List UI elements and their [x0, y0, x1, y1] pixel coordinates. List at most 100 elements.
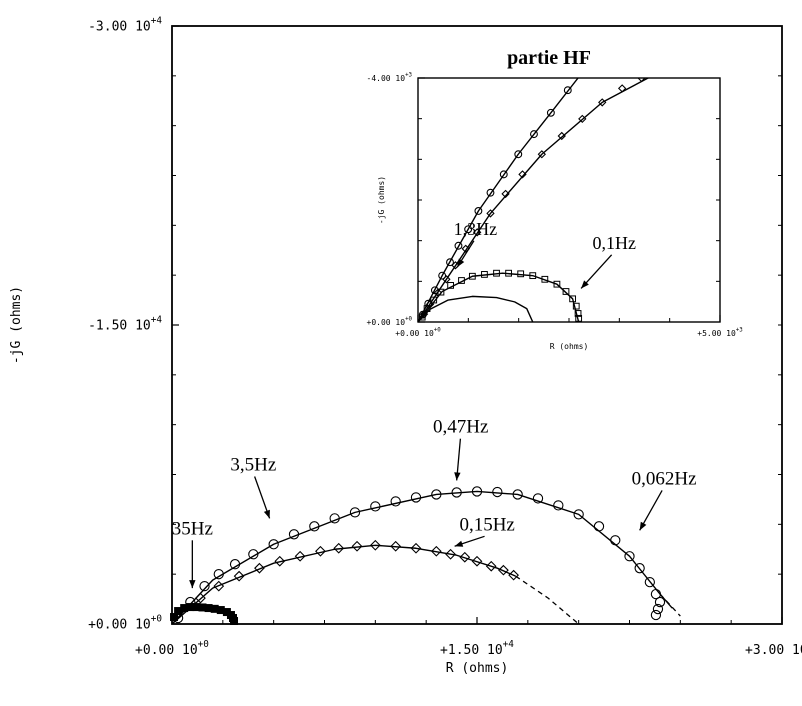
main-y-tick-label: +0.00 10+0: [88, 613, 162, 632]
main-series-0-point: [288, 529, 300, 540]
inset-series-2-point: [562, 288, 570, 295]
inset-series-2-point: [505, 269, 512, 277]
main-annotation-arrow-icon: [454, 438, 462, 481]
main-annotation-arrow-icon: [639, 490, 663, 531]
main-series-1-point: [195, 592, 206, 604]
inset-annotation-arrow-icon: [580, 254, 613, 289]
main-series-0-point: [309, 521, 320, 532]
main-hf-cluster-point: [230, 617, 239, 626]
inset-series-0-point: [486, 188, 495, 197]
main-series-0-point: [410, 492, 422, 503]
main-hf-cluster-point: [192, 603, 201, 612]
main-x-tick-label: +3.00 10+4: [745, 639, 802, 658]
inset-annotation-label: 1,3Hz: [454, 219, 498, 239]
main-series-0-point: [390, 496, 401, 507]
main-hf-cluster-point: [210, 604, 219, 613]
main-series-1-point: [445, 548, 456, 560]
inset-x-tick-label: +0.00 10+0: [395, 328, 441, 338]
inset-x-axis-label: R (ohms): [550, 342, 589, 351]
inset-series-0-point: [563, 86, 572, 95]
main-hf-cluster-point: [216, 606, 225, 615]
main-y-tick-label: -3.00 10+4: [88, 15, 162, 34]
inset-series-2-point: [569, 295, 577, 303]
main-series-0-point: [553, 500, 564, 511]
main-series-0-point: [248, 549, 259, 560]
inset-series-2-point: [430, 296, 438, 304]
inset-series-0-point: [454, 241, 463, 250]
inset-series-2-point: [458, 277, 465, 284]
main-series-1-point: [369, 539, 381, 551]
main-series-0-point: [512, 489, 523, 500]
inset-series-2-point: [572, 302, 580, 310]
main-series-0-point: [593, 521, 605, 532]
inset-series-2-point: [553, 280, 561, 288]
main-hf-cluster: [170, 603, 239, 626]
main-series-0-point: [268, 539, 279, 550]
inset-annotation-arrow-icon: [456, 240, 475, 268]
inset-series-1-point: [473, 228, 482, 237]
inset-series-2-point: [529, 272, 537, 280]
main-annotation-label: 0,47Hz: [433, 417, 488, 438]
inset-series-0-point: [446, 258, 454, 267]
main-x-tick-label: +0.00 10+0: [135, 639, 209, 658]
main-hf-cluster-point: [204, 604, 213, 613]
main-series-0-point: [654, 596, 666, 608]
main-series-1-point: [508, 569, 519, 581]
main-series-0-point: [644, 576, 655, 588]
main-hf-cluster-point: [170, 613, 179, 622]
inset-y-axis-label: -jG (ohms): [377, 176, 386, 224]
inset-x-tick-label: +5.00 10+3: [697, 328, 743, 338]
main-series-1-point: [430, 545, 442, 557]
main-series-0-point: [652, 603, 664, 615]
inset-series-1-point: [442, 275, 451, 284]
main-x-axis-label: R (ohms): [446, 661, 509, 676]
inset-y-tick-label: +0.00 10+0: [367, 316, 413, 326]
inset-series-2-point: [468, 272, 476, 280]
inset-series-0-point: [546, 108, 555, 117]
inset-series-2-point: [493, 269, 500, 277]
main-annotation-arrow-icon: [254, 476, 271, 519]
inset-title: partie HF: [507, 47, 591, 69]
main-hf-cluster-point: [186, 603, 195, 612]
main-series-1-point: [315, 545, 326, 557]
main-series-0-point: [624, 551, 635, 562]
main-annotation-label: 0,15Hz: [459, 514, 514, 535]
inset-series-1-point: [617, 84, 627, 93]
inset-series-1-point: [451, 261, 460, 270]
main-series-0-fit-line: [172, 490, 673, 624]
inset-series-2-point: [447, 282, 455, 289]
main-series-0-point: [199, 580, 210, 592]
main-x-tick-label: +1.50 10+4: [440, 639, 514, 658]
inset-chart-partie-hf: +0.00 10+0 +5.00 10+3 +0.00 10+0 -4.00 10+3…: [367, 47, 744, 351]
main-series-1-point: [254, 562, 265, 574]
main-series-0-point: [451, 487, 462, 498]
inset-series-1-point: [537, 150, 546, 159]
inset-series-1-point: [637, 78, 646, 83]
inset-series-0-point: [514, 150, 523, 159]
main-series-1-point: [471, 555, 483, 567]
inset-series-1-point: [501, 189, 510, 199]
main-series-1-point: [485, 560, 497, 572]
main-series-1-point: [213, 580, 225, 592]
inset-series-0-fit-line: [418, 78, 579, 322]
main-series-1-point: [233, 570, 245, 582]
main-series-0-point: [532, 493, 544, 504]
main-series-0-point: [573, 509, 584, 520]
main-series-1-point: [498, 564, 509, 576]
inset-series-2-point: [541, 275, 549, 283]
inset-series-0-point: [438, 271, 447, 280]
inset-series-2-point: [575, 314, 583, 322]
main-series-1-point: [294, 550, 306, 562]
main-hf-cluster-point: [180, 604, 189, 613]
main-hf-cluster-point: [198, 603, 207, 612]
inset-series-0-point: [464, 225, 473, 234]
main-annotation-label: 0,062Hz: [632, 468, 697, 489]
inset-series-0-point: [499, 170, 508, 179]
main-annotation-label: 3,5Hz: [230, 455, 276, 476]
inset-series-0-point: [474, 207, 483, 215]
main-series-0-point: [634, 563, 645, 574]
main-hf-cluster-point: [174, 607, 183, 616]
inset-series-1-point: [461, 244, 470, 253]
inset-series-1-point: [518, 170, 527, 179]
